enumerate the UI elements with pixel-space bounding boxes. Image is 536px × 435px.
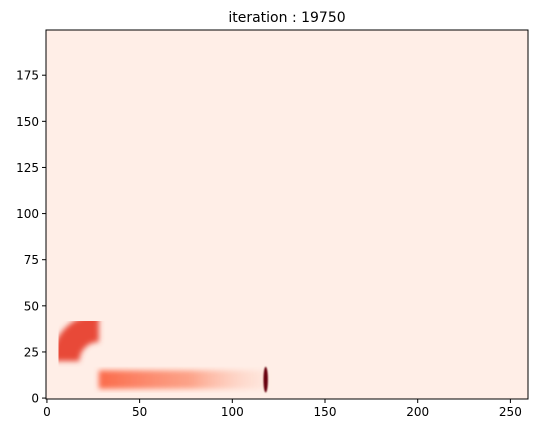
y-tick-label: 0 <box>31 392 39 406</box>
y-tick-label: 100 <box>16 207 39 221</box>
heatmap-layer <box>51 213 268 393</box>
heat-horizontal-stroke <box>98 370 266 389</box>
y-tick-label: 50 <box>24 299 39 313</box>
x-tick-label: 0 <box>43 405 51 419</box>
x-tick-label: 150 <box>314 405 337 419</box>
heat-head <box>263 366 268 393</box>
plot-frame <box>45 29 529 400</box>
y-tick-label: 175 <box>16 69 39 83</box>
x-tick-label: 50 <box>132 405 147 419</box>
y-tick-label: 25 <box>24 345 39 359</box>
chart-title: iteration : 19750 <box>228 10 345 26</box>
y-tick-label: 150 <box>16 115 39 129</box>
x-tick-label: 250 <box>499 405 522 419</box>
x-axis: 0 50 100 150 200 250 <box>43 399 522 419</box>
heat-corner-arc <box>51 314 100 363</box>
heatmap-background <box>46 30 528 399</box>
x-tick-label: 200 <box>406 405 429 419</box>
y-axis: 0 25 50 75 100 125 150 175 <box>16 69 46 406</box>
y-tick-label: 125 <box>16 161 39 175</box>
x-tick-label: 100 <box>221 405 244 419</box>
y-tick-label: 75 <box>24 253 39 267</box>
